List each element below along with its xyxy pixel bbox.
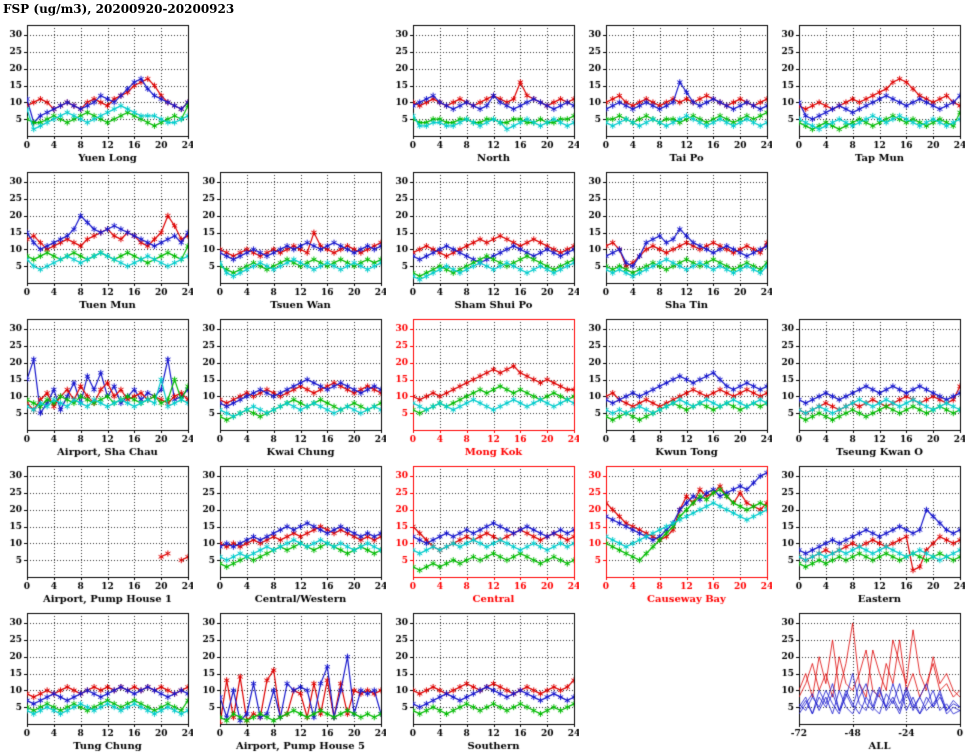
chart-canvas (0, 18, 193, 165)
chart-panel-causeway-bay (579, 459, 772, 606)
chart-canvas (193, 606, 386, 753)
chart-panel-tai-po (579, 18, 772, 165)
chart-canvas (386, 18, 579, 165)
chart-panel-kwai-chung (193, 312, 386, 459)
chart-canvas (386, 312, 579, 459)
chart-panel-airport-pump-house-1 (0, 459, 193, 606)
chart-canvas (579, 459, 772, 606)
chart-canvas (386, 459, 579, 606)
chart-panel-mong-kok (386, 312, 579, 459)
chart-panel-kwun-tong (579, 312, 772, 459)
chart-canvas (0, 459, 193, 606)
chart-panel-tseung-kwan-o (772, 312, 965, 459)
chart-canvas (193, 459, 386, 606)
chart-canvas (386, 606, 579, 753)
chart-panel-sham-shui-po (386, 165, 579, 312)
chart-panel-tap-mun (772, 18, 965, 165)
chart-canvas (0, 312, 193, 459)
chart-panel-north (386, 18, 579, 165)
chart-grid (0, 18, 965, 755)
chart-panel-all (772, 606, 965, 753)
page-title: FSP (ug/m3), 20200920-20200923 (3, 2, 235, 16)
chart-canvas (772, 18, 965, 165)
chart-panel-central-western (193, 459, 386, 606)
chart-panel-central (386, 459, 579, 606)
chart-panel-southern (386, 606, 579, 753)
chart-canvas (0, 606, 193, 753)
chart-panel-tung-chung (0, 606, 193, 753)
chart-canvas (193, 312, 386, 459)
chart-canvas (193, 165, 386, 312)
chart-panel-airport-sha-chau (0, 312, 193, 459)
chart-canvas (772, 459, 965, 606)
chart-panel-tuen-mun (0, 165, 193, 312)
chart-canvas (579, 312, 772, 459)
chart-canvas (386, 165, 579, 312)
chart-panel-tsuen-wan (193, 165, 386, 312)
chart-canvas (772, 606, 965, 753)
chart-canvas (0, 165, 193, 312)
chart-canvas (772, 312, 965, 459)
chart-canvas (579, 165, 772, 312)
chart-panel-eastern (772, 459, 965, 606)
chart-panel-sha-tin (579, 165, 772, 312)
chart-panel-yuen-long (0, 18, 193, 165)
chart-panel-airport-pump-house-5 (193, 606, 386, 753)
chart-canvas (579, 18, 772, 165)
